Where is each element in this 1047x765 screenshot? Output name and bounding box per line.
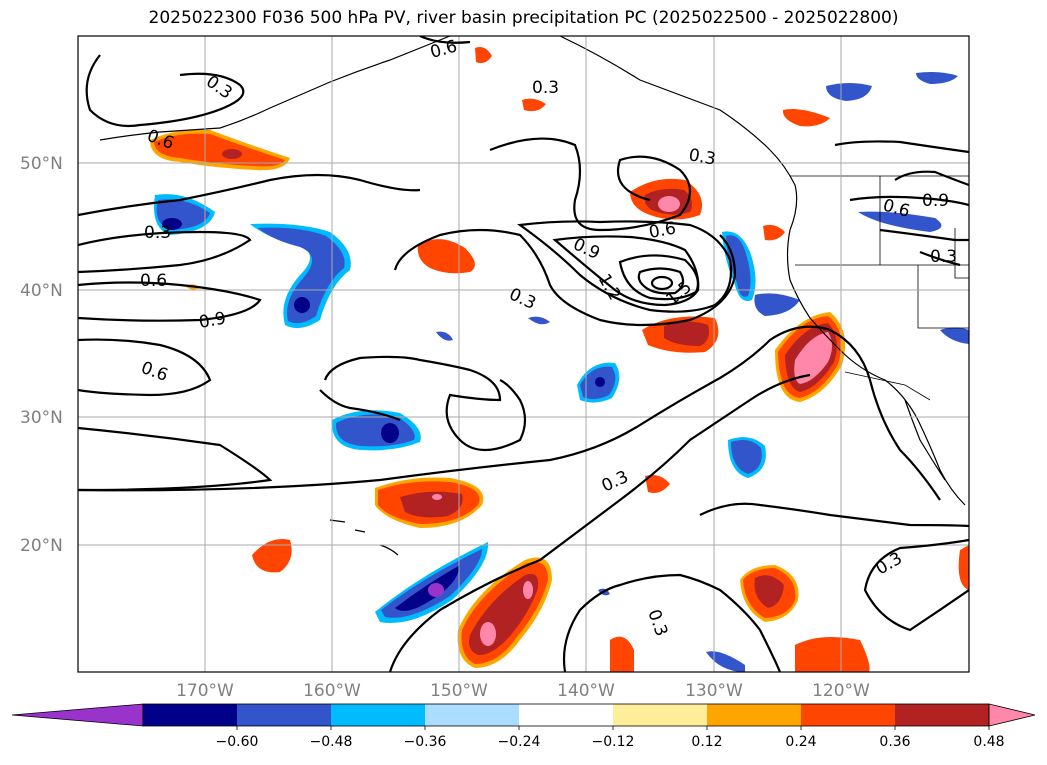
- lon-label: 170°W: [176, 681, 234, 701]
- lat-axis: 50°N 40°N 30°N 20°N: [20, 154, 63, 556]
- lon-label: 130°W: [685, 681, 743, 701]
- colorbar-extend-low: [11, 703, 144, 727]
- contour-label: 0.9: [922, 191, 949, 211]
- positive-anomaly-6: [375, 477, 484, 528]
- colorbar-segment: [331, 704, 425, 726]
- colorbar-tick-label: 0.36: [879, 734, 910, 750]
- colorbar-tick-label: −0.36: [404, 734, 447, 750]
- lon-label: 120°W: [812, 681, 870, 701]
- positive-anomaly-4: [642, 316, 719, 353]
- contour-label: 0.3: [687, 145, 717, 169]
- lat-label: 20°N: [20, 536, 63, 556]
- lon-label: 140°W: [557, 681, 615, 701]
- colorbar-tick-label: 0.24: [785, 734, 816, 750]
- colorbar-segment: [707, 704, 801, 726]
- positive-anomaly-7: [457, 557, 552, 668]
- pv-contours: [78, 36, 969, 672]
- lon-label: 150°W: [430, 681, 488, 701]
- lon-label: 160°W: [303, 681, 361, 701]
- colorbar: −0.60 −0.48 −0.36 −0.24 −0.12 0.12 0.24 0.36 0.4…: [11, 703, 1036, 750]
- colorbar-segment: [613, 704, 707, 726]
- colorbar-tick-label: −0.24: [498, 734, 541, 750]
- lon-axis: 170°W 160°W 150°W 140°W 130°W 120°W: [176, 681, 870, 701]
- positive-anomaly-8: [185, 47, 969, 672]
- borders: [790, 175, 969, 401]
- plot-frame: [77, 35, 970, 673]
- negative-anomaly-5: [577, 362, 620, 403]
- contour-label: 0.3: [144, 223, 171, 243]
- map-title: 2025022300 F036 500 hPa PV, river basin …: [148, 8, 899, 28]
- contour-label: 0.6: [140, 271, 167, 291]
- colorbar-segment: [801, 704, 895, 726]
- colorbar-tick-label: −0.12: [592, 734, 635, 750]
- negative-anomaly-2: [250, 223, 351, 329]
- positive-anomaly-2: [417, 239, 475, 274]
- negative-anomaly-1: [154, 194, 215, 235]
- negative-anomaly-4: [375, 542, 489, 624]
- contour-label: 0.3: [930, 247, 957, 267]
- contour-label: 0.9: [197, 309, 227, 333]
- colorbar-tick-label: 0.48: [973, 734, 1004, 750]
- colorbar-tick-label: 0.12: [691, 734, 722, 750]
- contour-label: 0.6: [647, 219, 677, 243]
- contour-label: 0.3: [532, 78, 559, 98]
- colorbar-segment: [143, 704, 237, 726]
- colorbar-frame: [142, 703, 990, 727]
- negative-anomaly-6: [722, 231, 800, 316]
- colorbar-segment: [519, 704, 613, 726]
- lat-label: 30°N: [20, 408, 63, 428]
- colorbar-tick-label: −0.48: [310, 734, 353, 750]
- negative-anomaly-8: [436, 72, 969, 672]
- colorbar-tick-label: −0.60: [216, 734, 259, 750]
- lat-label: 40°N: [20, 281, 63, 301]
- lat-label: 50°N: [20, 154, 63, 174]
- negative-anomaly-7: [728, 437, 766, 478]
- positive-anomaly-1: [150, 129, 290, 171]
- colorbar-segment: [895, 704, 989, 726]
- colorbar-segment: [425, 704, 519, 726]
- colorbar-segment: [237, 704, 331, 726]
- gridlines: [78, 36, 969, 672]
- colorbar-extend-high: [988, 703, 1036, 727]
